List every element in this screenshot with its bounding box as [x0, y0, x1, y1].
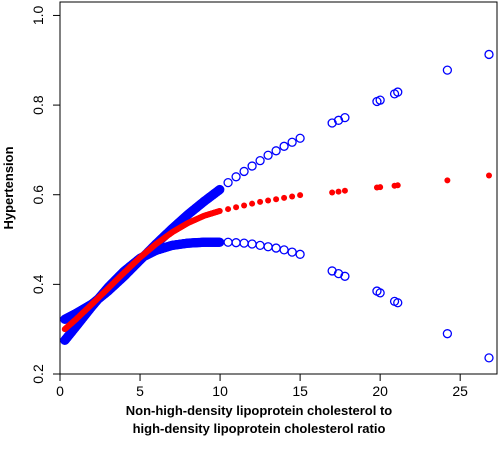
y-tick-label: 1.0 [30, 6, 46, 26]
x-axis: 0 5 10 15 20 25 [56, 373, 468, 399]
ci-lower-point [484, 353, 494, 363]
estimate-point [289, 193, 296, 200]
ci-upper-point [393, 87, 403, 97]
ci-upper-point [255, 156, 265, 166]
ci-lower-point [247, 239, 257, 249]
estimate-point [225, 206, 232, 213]
estimate-point [257, 198, 264, 205]
ci-upper-point [442, 65, 453, 75]
series-estimate [61, 172, 492, 333]
x-axis-title-line-1: Non-high-density lipoprotein cholesterol… [126, 403, 393, 418]
ci-lower-point [279, 245, 289, 255]
series-ci-upper [60, 49, 494, 324]
y-tick-label: 0.8 [30, 95, 46, 115]
estimate-point [341, 187, 348, 194]
ci-lower-point [393, 298, 403, 308]
ci-upper-point [484, 49, 494, 60]
ci-upper-point [223, 177, 233, 188]
estimate-point [249, 200, 256, 207]
estimate-point [297, 192, 304, 199]
ci-lower-point [263, 242, 273, 252]
ci-upper-point [231, 172, 241, 182]
x-tick-label: 20 [372, 383, 388, 399]
estimate-point [329, 189, 336, 196]
estimate-point [265, 197, 272, 204]
estimate-point [216, 207, 223, 214]
estimate-point [233, 204, 240, 211]
ci-lower-point [231, 238, 241, 248]
x-axis-title-line-2: high-density lipoprotein cholesterol rat… [133, 421, 386, 436]
estimate-point [444, 177, 451, 184]
ci-upper-point [271, 146, 281, 156]
x-tick-label: 15 [292, 383, 308, 399]
ci-upper-point [295, 133, 305, 143]
ci-lower-point [271, 243, 281, 253]
ci-upper-point [215, 184, 225, 195]
y-axis: 0.2 0.4 0.6 0.8 1.0 [30, 6, 61, 384]
x-tick-label: 10 [212, 383, 228, 399]
ci-lower-point [255, 240, 265, 251]
y-tick-label: 0.4 [30, 274, 46, 294]
ci-upper-point [375, 95, 385, 105]
ci-lower-point [340, 271, 350, 281]
ci-lower-point [239, 238, 249, 248]
ci-lower-point [295, 249, 305, 259]
ci-upper-point [340, 112, 350, 123]
ci-upper-point [279, 141, 289, 151]
estimate-point [485, 172, 492, 179]
y-axis-title: Hypertension [1, 146, 16, 229]
ci-upper-point [287, 137, 297, 147]
estimate-point [394, 182, 401, 189]
x-tick-label: 5 [136, 383, 144, 399]
ci-lower-point [442, 329, 453, 339]
ci-upper-point [247, 161, 257, 171]
estimate-point [241, 202, 248, 209]
x-tick-label: 25 [452, 383, 468, 399]
estimate-point [281, 194, 288, 201]
ci-lower-point [375, 288, 385, 298]
x-tick-label: 0 [56, 383, 64, 399]
estimate-point [273, 196, 280, 203]
y-tick-label: 0.2 [30, 364, 46, 384]
series-ci-lower [60, 237, 494, 363]
ci-lower-point [287, 247, 297, 257]
estimate-point [377, 184, 384, 191]
y-tick-label: 0.6 [30, 185, 46, 205]
plot-frame [59, 1, 498, 375]
ci-lower-point [223, 237, 233, 247]
ci-upper-point [263, 150, 273, 160]
ci-upper-point [239, 166, 249, 177]
estimate-point [335, 188, 342, 195]
